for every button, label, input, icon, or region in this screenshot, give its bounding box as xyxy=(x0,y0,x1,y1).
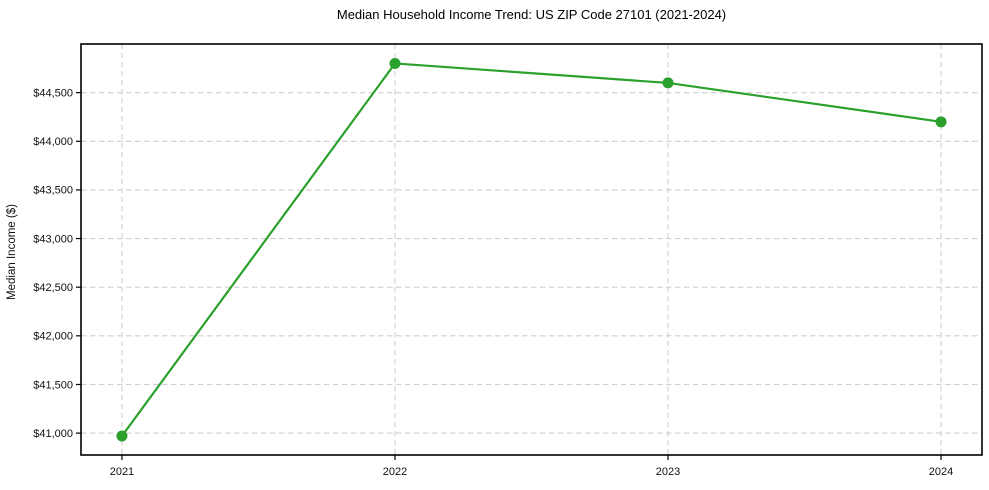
data-point xyxy=(389,57,401,69)
x-tick-label: 2021 xyxy=(110,466,134,478)
y-tick-label: $42,500 xyxy=(33,282,73,294)
trend-line xyxy=(120,62,943,438)
y-axis-label: Median Income ($) xyxy=(6,204,18,300)
data-series-layer xyxy=(116,57,947,442)
y-tick-label: $41,000 xyxy=(33,428,73,440)
x-tick-label: 2023 xyxy=(656,466,680,478)
axes-layer xyxy=(76,43,983,460)
x-tick-label: 2024 xyxy=(929,466,953,478)
y-tick-label: $44,000 xyxy=(33,136,73,148)
plot-border xyxy=(80,43,983,456)
chart-title: Median Household Income Trend: US ZIP Co… xyxy=(336,7,727,22)
data-point xyxy=(116,430,128,442)
y-tick-label: $44,500 xyxy=(33,87,73,99)
data-point xyxy=(662,77,674,89)
data-point xyxy=(935,116,947,128)
y-tick-label: $42,000 xyxy=(33,331,73,343)
y-tick-label: $43,500 xyxy=(33,185,73,197)
tick-labels-layer: $41,000 $41,500 $42,000 $42,500 $43,000 $43,5… xyxy=(33,87,953,478)
y-tick-label: $41,500 xyxy=(33,379,73,391)
grid-layer xyxy=(81,44,982,455)
y-tick-label: $43,000 xyxy=(33,233,73,245)
x-tick-label: 2022 xyxy=(383,466,407,478)
